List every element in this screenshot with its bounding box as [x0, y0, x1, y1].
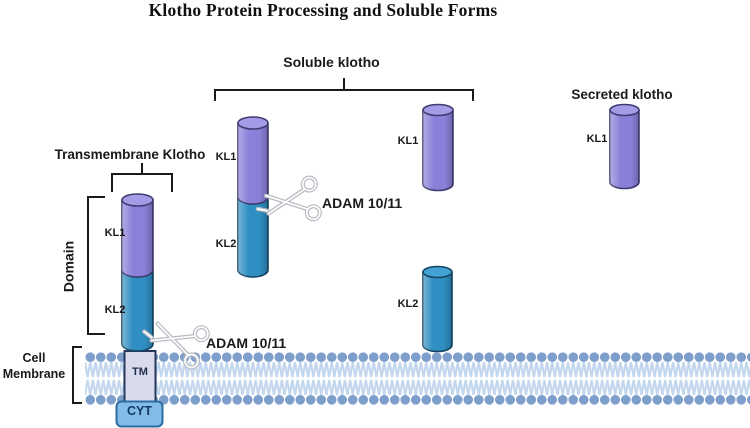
adam-protease-label: ADAM 10/11: [206, 335, 287, 351]
diagram-title: Klotho Protein Processing and Soluble Fo…: [148, 0, 498, 20]
soluble-klotho-cylinder: [237, 116, 269, 278]
cell-membrane-bracket: [72, 346, 82, 404]
kl2-domain-label: KL2: [215, 238, 237, 250]
sol-kl1-cap: [237, 116, 269, 130]
scissors-handle-highlight: [193, 326, 209, 342]
kl1-domain-label: KL1: [215, 151, 237, 163]
secreted-klotho-cylinder: [609, 103, 640, 190]
scissors-icon: [255, 175, 322, 222]
scissors-blades-highlight: [256, 188, 309, 215]
scissors-handle-highlight: [305, 205, 321, 221]
transmembrane-klotho-label: Transmembrane Klotho: [54, 147, 206, 162]
kl2-frag-cap: [422, 265, 453, 279]
cyt-segment-box: [115, 400, 164, 428]
kl2-fragment-cylinder: [422, 265, 453, 353]
cell-membrane-bilayer: [85, 352, 750, 406]
kl2-domain-label: KL2: [397, 298, 419, 310]
adam-protease-label: ADAM 10/11: [322, 195, 403, 211]
transmembrane-klotho-bracket: [111, 163, 173, 192]
tm-segment-label: TM: [132, 366, 148, 378]
scissors-handle-highlight: [184, 353, 199, 369]
soluble-klotho-bracket: [214, 78, 474, 101]
kl2-frag-shade: [423, 272, 452, 352]
kl1-frag-shade: [423, 110, 453, 191]
kl1-frag-cap: [422, 103, 454, 117]
cyt-segment-label: CYT: [127, 404, 152, 418]
cell-membrane-label: Cell Membrane: [2, 351, 66, 382]
sol-kl1-shade: [238, 123, 268, 204]
domain-label: Domain: [60, 240, 77, 293]
kl2-domain-label: KL2: [104, 304, 126, 316]
kl1-domain-label: KL1: [104, 227, 126, 239]
tm-kl1-shade: [122, 200, 153, 277]
soluble-klotho-label: Soluble klotho: [283, 54, 380, 70]
domain-bracket: [87, 196, 105, 335]
kl1-fragment-cylinder: [422, 103, 454, 192]
sec-kl1-shade: [610, 110, 639, 189]
scissors-handle-highlight: [301, 176, 317, 192]
kl1-domain-label: KL1: [397, 135, 419, 147]
kl1-domain-label: KL1: [586, 133, 608, 145]
sec-kl1-cap: [609, 103, 640, 117]
secreted-klotho-label: Secreted klotho: [571, 87, 673, 102]
scissors-blades-highlight: [143, 322, 196, 356]
tm-segment-box: [123, 350, 157, 403]
tm-kl1-cap: [121, 193, 154, 207]
transmembrane-klotho-cylinder: [121, 193, 154, 352]
sol-kl2-shade: [238, 197, 268, 277]
scissors-icon: [142, 321, 210, 370]
